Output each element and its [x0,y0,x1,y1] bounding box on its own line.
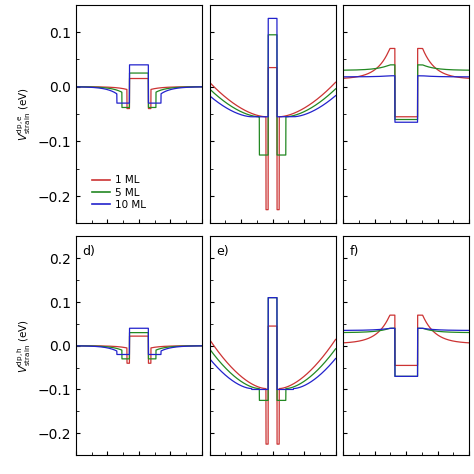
Text: f): f) [349,245,359,258]
Y-axis label: $V_\mathrm{strain}^\mathrm{dp,e}$ (eV): $V_\mathrm{strain}^\mathrm{dp,e}$ (eV) [15,87,33,141]
Text: d): d) [82,245,95,258]
Text: e): e) [216,245,228,258]
Legend: 1 ML, 5 ML, 10 ML: 1 ML, 5 ML, 10 ML [87,171,151,214]
Y-axis label: $V_\mathrm{strain}^\mathrm{dp,h}$ (eV): $V_\mathrm{strain}^\mathrm{dp,h}$ (eV) [15,319,33,373]
